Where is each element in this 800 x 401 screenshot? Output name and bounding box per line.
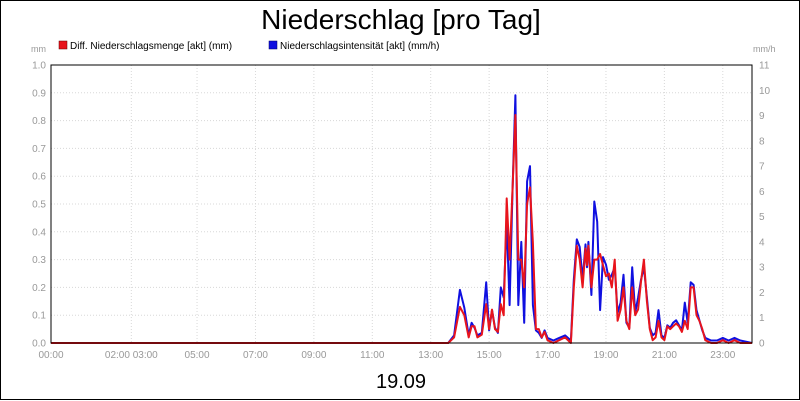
chart-title: Niederschlag [pro Tag] [261,4,541,35]
legend-label-intensitaet: Niederschlagsintensität [akt] (mm/h) [280,41,440,52]
left-tick-label: 0.3 [32,255,46,266]
series-lines [51,94,753,344]
right-tick-label: 10 [759,86,771,97]
legend-label-menge: Diff. Niederschlagsmenge [akt] (mm) [70,41,232,52]
right-tick-label: 2 [759,288,765,299]
right-tick-label: 3 [759,263,765,274]
right-tick-label: 7 [759,162,765,173]
legend-swatch-intensitaet [268,40,278,50]
axis-ticks: 0.0 0.1 0.2 0.3 0.4 0.5 0.6 0.7 0.8 0.9 1.0 0 1 2 3 4 5 6… [32,61,770,362]
left-tick-label: 0.1 [32,311,46,322]
x-tick-label: 19:00 [593,350,618,361]
right-tick-label: 9 [759,111,765,122]
left-tick-label: 1.0 [32,61,46,72]
right-tick-label: 1 [759,313,765,324]
legend-swatch-menge [58,40,68,50]
series-line-intensitaet [51,94,753,344]
x-tick-label: 23:00 [710,350,735,361]
left-tick-label: 0.7 [32,144,46,155]
left-tick-label: 0.4 [32,227,46,238]
left-tick-label: 0.2 [32,283,46,294]
x-tick-label: 02:00 03:00 [105,350,158,361]
x-tick-label: 13:00 [418,350,443,361]
right-tick-label: 8 [759,136,765,147]
x-tick-label: 21:00 [652,350,677,361]
right-tick-label: 0 [759,339,765,350]
x-tick-label: 09:00 [301,350,326,361]
x-tick-label: 15:00 [477,350,502,361]
date-label: 19.09 [376,371,426,393]
x-tick-label: 07:00 [243,350,268,361]
series-line-menge [51,114,752,344]
x-tick-label: 11:00 [360,350,385,361]
grid-lines [50,64,752,344]
right-tick-label: 5 [759,212,765,223]
left-axis-unit: mm [31,44,46,54]
right-tick-label: 6 [759,187,765,198]
x-tick-label: 17:00 [535,350,560,361]
left-tick-label: 0.8 [32,116,46,127]
right-tick-label: 4 [759,237,765,248]
right-axis-unit: mm/h [753,44,776,54]
left-tick-label: 0.6 [32,172,46,183]
plot-area [50,64,753,344]
left-tick-label: 0.5 [32,200,46,211]
left-tick-label: 0.0 [32,339,46,350]
x-tick-label: 05:00 [185,350,210,361]
right-tick-label: 11 [759,61,770,72]
x-tick-label: 00:00 [38,350,63,361]
left-tick-label: 0.9 [32,88,46,99]
